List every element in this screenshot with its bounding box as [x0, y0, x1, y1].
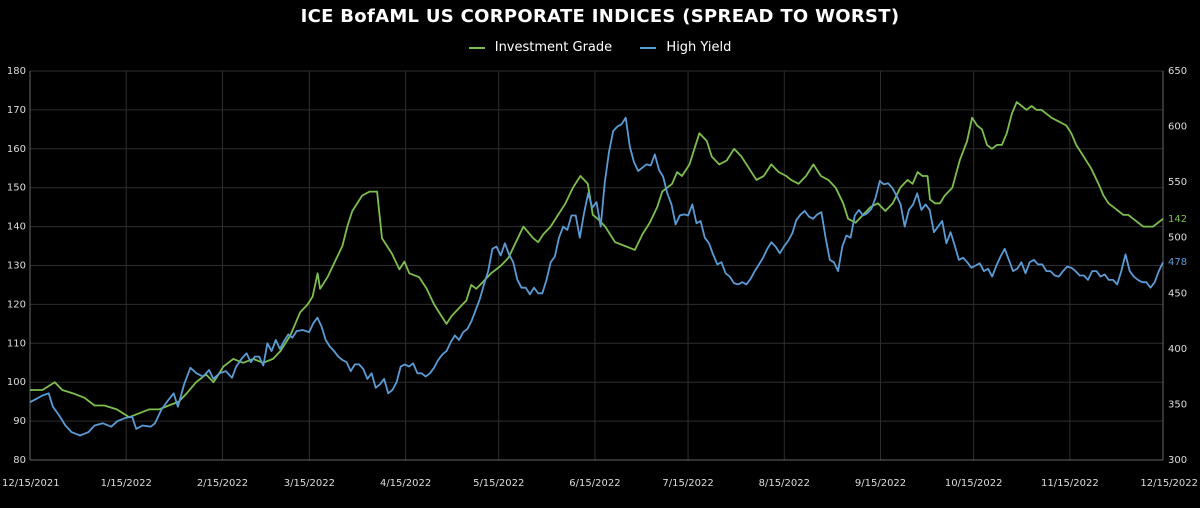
- legend-swatch-investment-grade: [468, 46, 485, 49]
- y-left-tick-label: 90: [13, 416, 26, 427]
- y-left-tick-label: 80: [13, 455, 26, 466]
- x-tick-label: 7/15/2022: [662, 478, 713, 489]
- legend-label-high-yield: High Yield: [666, 40, 732, 55]
- y-left-tick-label: 170: [7, 105, 26, 116]
- chart-title: ICE BofAML US CORPORATE INDICES (SPREAD …: [300, 6, 900, 27]
- x-tick-label: 2/15/2022: [197, 478, 248, 489]
- x-tick-label: 12/15/2022: [1140, 478, 1198, 489]
- x-tick-label: 10/15/2022: [945, 478, 1003, 489]
- y-right-tick-label: 550: [1168, 177, 1187, 188]
- chart-legend: Investment Grade High Yield: [0, 40, 1200, 55]
- series-lines: [29, 101, 1164, 437]
- series-line-high-yield: [29, 116, 1164, 437]
- y-right-tick-label: 400: [1168, 344, 1187, 355]
- end-value-label-investment-grade: 142: [1168, 214, 1187, 225]
- x-tick-label: 12/15/2021: [2, 478, 60, 489]
- x-tick-label: 11/15/2022: [1041, 478, 1099, 489]
- x-tick-label: 8/15/2022: [759, 478, 810, 489]
- x-tick-label: 9/15/2022: [855, 478, 906, 489]
- y-left-tick-label: 160: [7, 144, 26, 155]
- x-tick-label: 5/15/2022: [473, 478, 524, 489]
- grid-lines: [29, 70, 1164, 461]
- y-right-tick-label: 350: [1168, 399, 1187, 410]
- y-left-tick-label: 130: [7, 261, 26, 272]
- x-tick-label: 4/15/2022: [380, 478, 431, 489]
- series-line-investment-grade: [30, 101, 1164, 419]
- y-right-tick-label: 300: [1168, 455, 1187, 466]
- y-right-tick-label: 650: [1168, 66, 1187, 77]
- y-left-tick-label: 120: [7, 299, 26, 310]
- axis-labels: 80 90 100 110 120 130 140 150 160 170 180 300 350 400…: [2, 66, 1198, 489]
- y-left-tick-label: 110: [7, 338, 26, 349]
- y-left-tick-label: 100: [7, 377, 26, 388]
- axes: [29, 71, 1164, 461]
- y-right-tick-label: 450: [1168, 288, 1187, 299]
- legend-item-investment-grade: Investment Grade: [468, 40, 613, 55]
- legend-label-investment-grade: Investment Grade: [494, 40, 613, 55]
- y-right-tick-label: 600: [1168, 122, 1187, 133]
- legend-item-high-yield: High Yield: [640, 40, 731, 55]
- legend-swatch-high-yield: [640, 46, 657, 49]
- x-tick-label: 1/15/2022: [101, 478, 152, 489]
- x-tick-label: 6/15/2022: [569, 478, 620, 489]
- y-left-tick-label: 140: [7, 222, 26, 233]
- x-tick-label: 3/15/2022: [284, 478, 335, 489]
- y-left-tick-label: 180: [7, 66, 26, 77]
- y-left-tick-label: 150: [7, 183, 26, 194]
- y-right-tick-label: 500: [1168, 233, 1187, 244]
- end-value-label-high-yield: 478: [1168, 257, 1187, 268]
